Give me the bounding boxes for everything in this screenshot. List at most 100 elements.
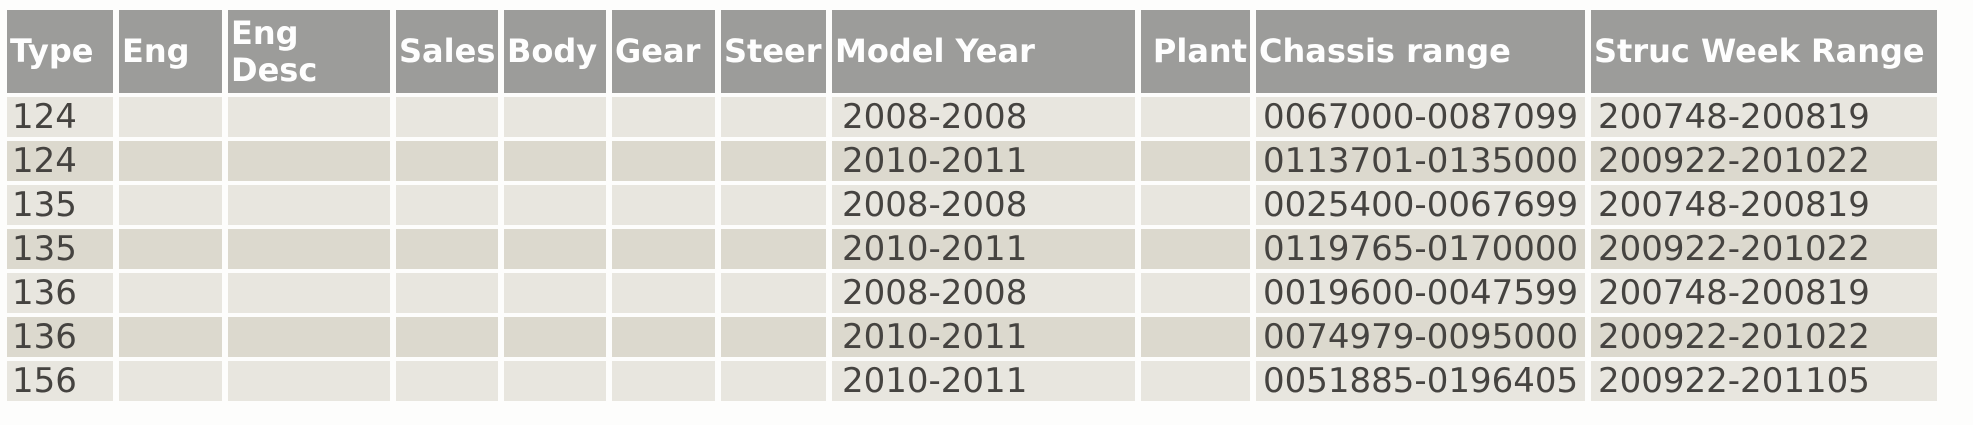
cell-steer — [721, 141, 826, 181]
table-row: 135 2008-2008 0025400-0067699 200748-200819 — [7, 185, 1937, 225]
column-header-struc_week_range: Struc Week Range — [1591, 10, 1937, 93]
cell-eng — [119, 229, 222, 269]
column-header-plant: Plant — [1141, 10, 1250, 93]
cell-sales — [396, 317, 498, 357]
cell-gear — [612, 317, 715, 357]
cell-eng_desc — [228, 97, 390, 137]
cell-steer — [721, 361, 826, 401]
column-header-eng: Eng — [119, 10, 222, 93]
cell-chassis_range: 0119765-0170000 — [1256, 229, 1585, 269]
table-row: 135 2010-2011 0119765-0170000 200922-201022 — [7, 229, 1937, 269]
cell-model_year: 2008-2008 — [832, 97, 1135, 137]
column-header-eng_desc: Eng Desc — [228, 10, 390, 93]
table-header: Type Eng Eng Desc Sales Body Gear Steer Model Y… — [7, 10, 1937, 93]
cell-eng_desc — [228, 273, 390, 313]
cell-body — [504, 97, 606, 137]
cell-model_year: 2010-2011 — [832, 141, 1135, 181]
cell-chassis_range: 0113701-0135000 — [1256, 141, 1585, 181]
cell-model_year: 2008-2008 — [832, 273, 1135, 313]
cell-steer — [721, 273, 826, 313]
cell-sales — [396, 141, 498, 181]
cell-type: 135 — [7, 185, 113, 225]
table-row: 136 2010-2011 0074979-0095000 200922-201022 — [7, 317, 1937, 357]
column-header-body: Body — [504, 10, 606, 93]
cell-gear — [612, 361, 715, 401]
cell-gear — [612, 273, 715, 313]
cell-steer — [721, 97, 826, 137]
cell-plant — [1141, 97, 1250, 137]
cell-model_year: 2010-2011 — [832, 229, 1135, 269]
cell-sales — [396, 229, 498, 269]
table-row: 124 2008-2008 0067000-0087099 200748-200819 — [7, 97, 1937, 137]
cell-plant — [1141, 273, 1250, 313]
cell-plant — [1141, 141, 1250, 181]
table-header-row: Type Eng Eng Desc Sales Body Gear Steer Model Y… — [7, 10, 1937, 93]
cell-gear — [612, 229, 715, 269]
cell-model_year: 2010-2011 — [832, 361, 1135, 401]
cell-eng_desc — [228, 141, 390, 181]
cell-model_year: 2008-2008 — [832, 185, 1135, 225]
cell-plant — [1141, 317, 1250, 357]
cell-chassis_range: 0025400-0067699 — [1256, 185, 1585, 225]
cell-sales — [396, 273, 498, 313]
cell-body — [504, 185, 606, 225]
cell-body — [504, 361, 606, 401]
cell-type: 135 — [7, 229, 113, 269]
cell-plant — [1141, 361, 1250, 401]
table-row: 156 2010-2011 0051885-0196405 200922-201105 — [7, 361, 1937, 401]
cell-sales — [396, 361, 498, 401]
column-header-type: Type — [7, 10, 113, 93]
cell-plant — [1141, 229, 1250, 269]
cell-struc_week_range: 200922-201022 — [1591, 141, 1937, 181]
cell-eng — [119, 361, 222, 401]
cell-chassis_range: 0051885-0196405 — [1256, 361, 1585, 401]
column-header-model_year: Model Year — [832, 10, 1135, 93]
cell-gear — [612, 141, 715, 181]
cell-eng_desc — [228, 317, 390, 357]
cell-steer — [721, 229, 826, 269]
cell-chassis_range: 0019600-0047599 — [1256, 273, 1585, 313]
cell-steer — [721, 185, 826, 225]
cell-eng — [119, 273, 222, 313]
cell-body — [504, 273, 606, 313]
cell-eng — [119, 141, 222, 181]
cell-struc_week_range: 200748-200819 — [1591, 97, 1937, 137]
cell-gear — [612, 97, 715, 137]
table-row: 124 2010-2011 0113701-0135000 200922-201022 — [7, 141, 1937, 181]
cell-eng — [119, 185, 222, 225]
cell-struc_week_range: 200748-200819 — [1591, 185, 1937, 225]
cell-struc_week_range: 200748-200819 — [1591, 273, 1937, 313]
vehicle-data-table: Type Eng Eng Desc Sales Body Gear Steer Model Y… — [1, 6, 1943, 405]
column-header-sales: Sales — [396, 10, 498, 93]
cell-struc_week_range: 200922-201105 — [1591, 361, 1937, 401]
cell-body — [504, 317, 606, 357]
cell-eng — [119, 97, 222, 137]
cell-body — [504, 229, 606, 269]
cell-type: 136 — [7, 317, 113, 357]
cell-struc_week_range: 200922-201022 — [1591, 229, 1937, 269]
cell-body — [504, 141, 606, 181]
cell-eng_desc — [228, 361, 390, 401]
cell-type: 124 — [7, 141, 113, 181]
column-header-chassis_range: Chassis range — [1256, 10, 1585, 93]
cell-chassis_range: 0067000-0087099 — [1256, 97, 1585, 137]
table-row: 136 2008-2008 0019600-0047599 200748-200819 — [7, 273, 1937, 313]
cell-eng_desc — [228, 229, 390, 269]
column-header-steer: Steer — [721, 10, 826, 93]
cell-chassis_range: 0074979-0095000 — [1256, 317, 1585, 357]
cell-eng_desc — [228, 185, 390, 225]
cell-type: 124 — [7, 97, 113, 137]
cell-model_year: 2010-2011 — [832, 317, 1135, 357]
cell-eng — [119, 317, 222, 357]
cell-type: 136 — [7, 273, 113, 313]
cell-sales — [396, 185, 498, 225]
cell-steer — [721, 317, 826, 357]
cell-gear — [612, 185, 715, 225]
cell-struc_week_range: 200922-201022 — [1591, 317, 1937, 357]
cell-sales — [396, 97, 498, 137]
column-header-gear: Gear — [612, 10, 715, 93]
table-body: 124 2008-2008 0067000-0087099 200748-200819… — [7, 97, 1937, 401]
cell-type: 156 — [7, 361, 113, 401]
cell-plant — [1141, 185, 1250, 225]
